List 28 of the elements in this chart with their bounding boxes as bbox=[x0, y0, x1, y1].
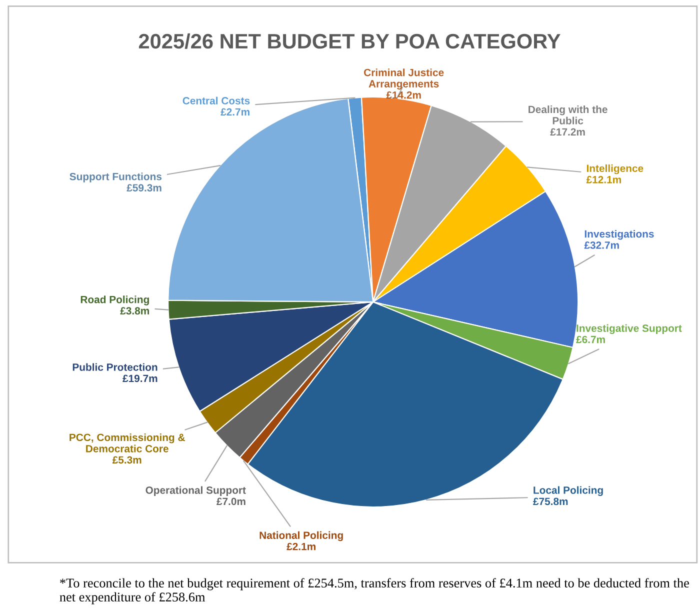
slice-label: PCC, Commissioning & Democratic Core bbox=[70, 433, 185, 452]
data-label: £12.1m bbox=[586, 176, 621, 184]
data-label: £2.7m bbox=[220, 108, 250, 116]
data-label: £14.2m bbox=[386, 91, 421, 99]
slice-label: Support Functions bbox=[70, 172, 162, 182]
slice-label: Criminal Justice Arrangements bbox=[364, 68, 444, 90]
slice-label: Dealing with the Public bbox=[528, 105, 608, 124]
data-label: £19.7m bbox=[122, 374, 158, 382]
slice-label: National Policing bbox=[260, 531, 343, 542]
slice-label: Road Policing bbox=[80, 296, 149, 306]
slice-label: Operational Support bbox=[146, 486, 246, 496]
data-label: £32.7m bbox=[584, 242, 619, 249]
data-label: £3.8m bbox=[120, 307, 149, 315]
data-label: £7.0m bbox=[216, 498, 246, 506]
text: *To reconcile to the net budget requirement of £254.5m, transfers from reserves of £4.1m need to be deducted from the net expenditure of £258.6m bbox=[60, 578, 689, 604]
slice-label: Intelligence bbox=[586, 164, 644, 174]
data-label: £17.2m bbox=[550, 128, 585, 136]
chart-title: 2025/26 NET BUDGET BY POA CATEGORY bbox=[138, 33, 560, 49]
slice-label: Local Policing bbox=[534, 486, 603, 496]
data-label: £2.1m bbox=[286, 542, 316, 550]
data-label: £75.8m bbox=[533, 498, 568, 506]
data-label: £6.7m bbox=[576, 336, 605, 344]
slice-label: Public Protection bbox=[72, 363, 158, 371]
slice-label: Central Costs bbox=[182, 96, 250, 104]
slice-label: Investigative Support bbox=[576, 324, 682, 334]
data-label: £5.3m bbox=[112, 456, 142, 464]
data-label: £59.3m bbox=[126, 184, 162, 192]
slice-label: Investigations bbox=[584, 230, 654, 240]
